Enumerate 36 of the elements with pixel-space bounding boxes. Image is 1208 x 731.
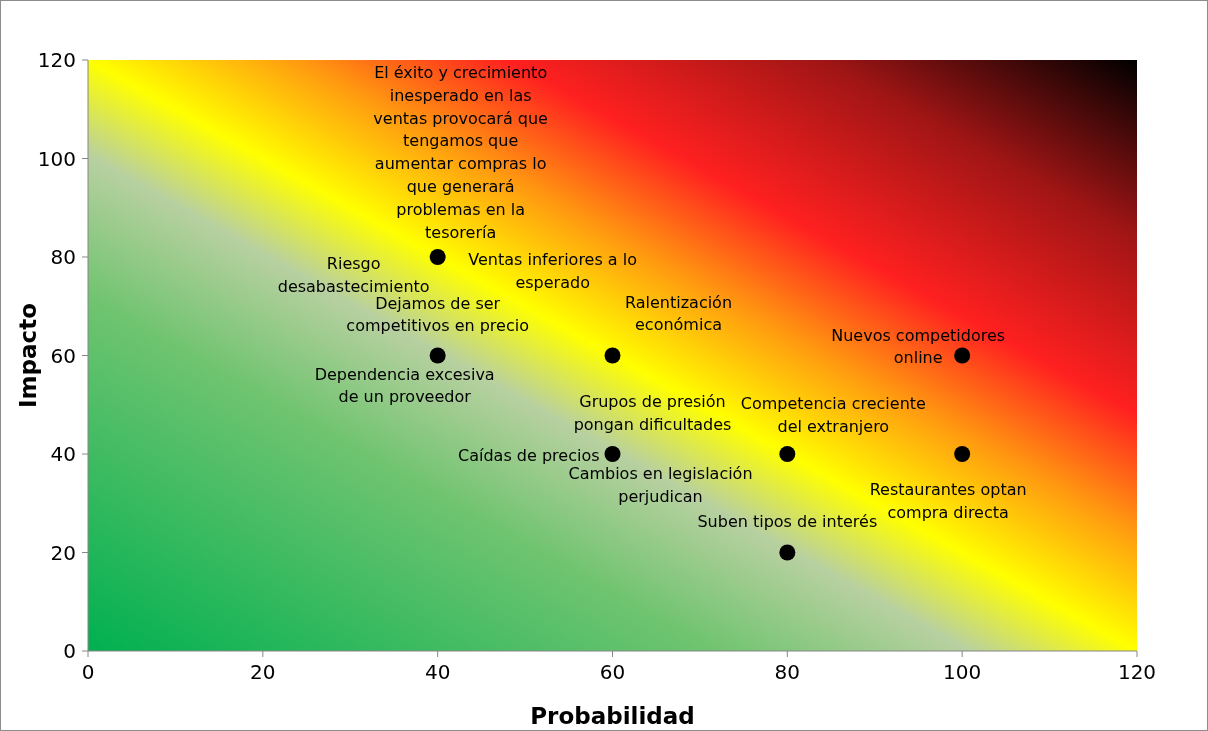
annotation: Cambios en legislación perjudican (568, 464, 753, 506)
y-tick-label: 40 (50, 442, 76, 466)
point (954, 347, 971, 364)
annotation: Ralentización económica (624, 292, 733, 335)
y-tick-label: 100 (37, 146, 76, 171)
y-axis-title: Impacto (15, 303, 41, 408)
point (604, 347, 621, 364)
x-axis-title: Probabilidad (530, 703, 695, 729)
annotation: Riesgo desabastecimiento (277, 254, 430, 296)
y-tick-label: 0 (63, 639, 76, 663)
x-tick-label: 40 (424, 660, 451, 684)
x-tick-label: 0 (81, 660, 95, 684)
annotation: Nuevos competidores online (831, 325, 1006, 368)
y-tick-label: 20 (50, 540, 76, 565)
annotation: Caídas de precios (458, 446, 600, 465)
x-tick-label: 120 (1117, 660, 1157, 684)
point (429, 249, 446, 265)
annotation: Competencia creciente del extranjero (740, 394, 926, 436)
point (604, 446, 621, 462)
y-tick-label: 120 (37, 48, 76, 72)
x-tick-label: 100 (943, 660, 982, 684)
annotation: El éxito y crecimiento inesperado en las ventas provocará que tengamos que aumentar compras lo que generará problemas en la tesorería (373, 63, 548, 242)
point (779, 544, 796, 561)
annotation: Grupos de presión pongan dificultades (573, 392, 732, 434)
y-tick-label: 60 (50, 343, 76, 368)
x-tick-label: 20 (250, 660, 276, 684)
annotation: Dejamos de ser competitivos en precio (346, 293, 529, 336)
x-tick-label: 60 (599, 660, 626, 684)
point (429, 347, 446, 364)
annotation: Suben tipos de interés (697, 511, 878, 531)
y-tick-label: 80 (50, 245, 76, 269)
point (954, 446, 971, 462)
point (779, 446, 796, 462)
x-tick-label: 80 (774, 660, 801, 684)
annotation: Ventas inferiores a lo esperado (468, 250, 638, 292)
annotation: Dependencia excesiva de un proveedor (314, 364, 495, 407)
